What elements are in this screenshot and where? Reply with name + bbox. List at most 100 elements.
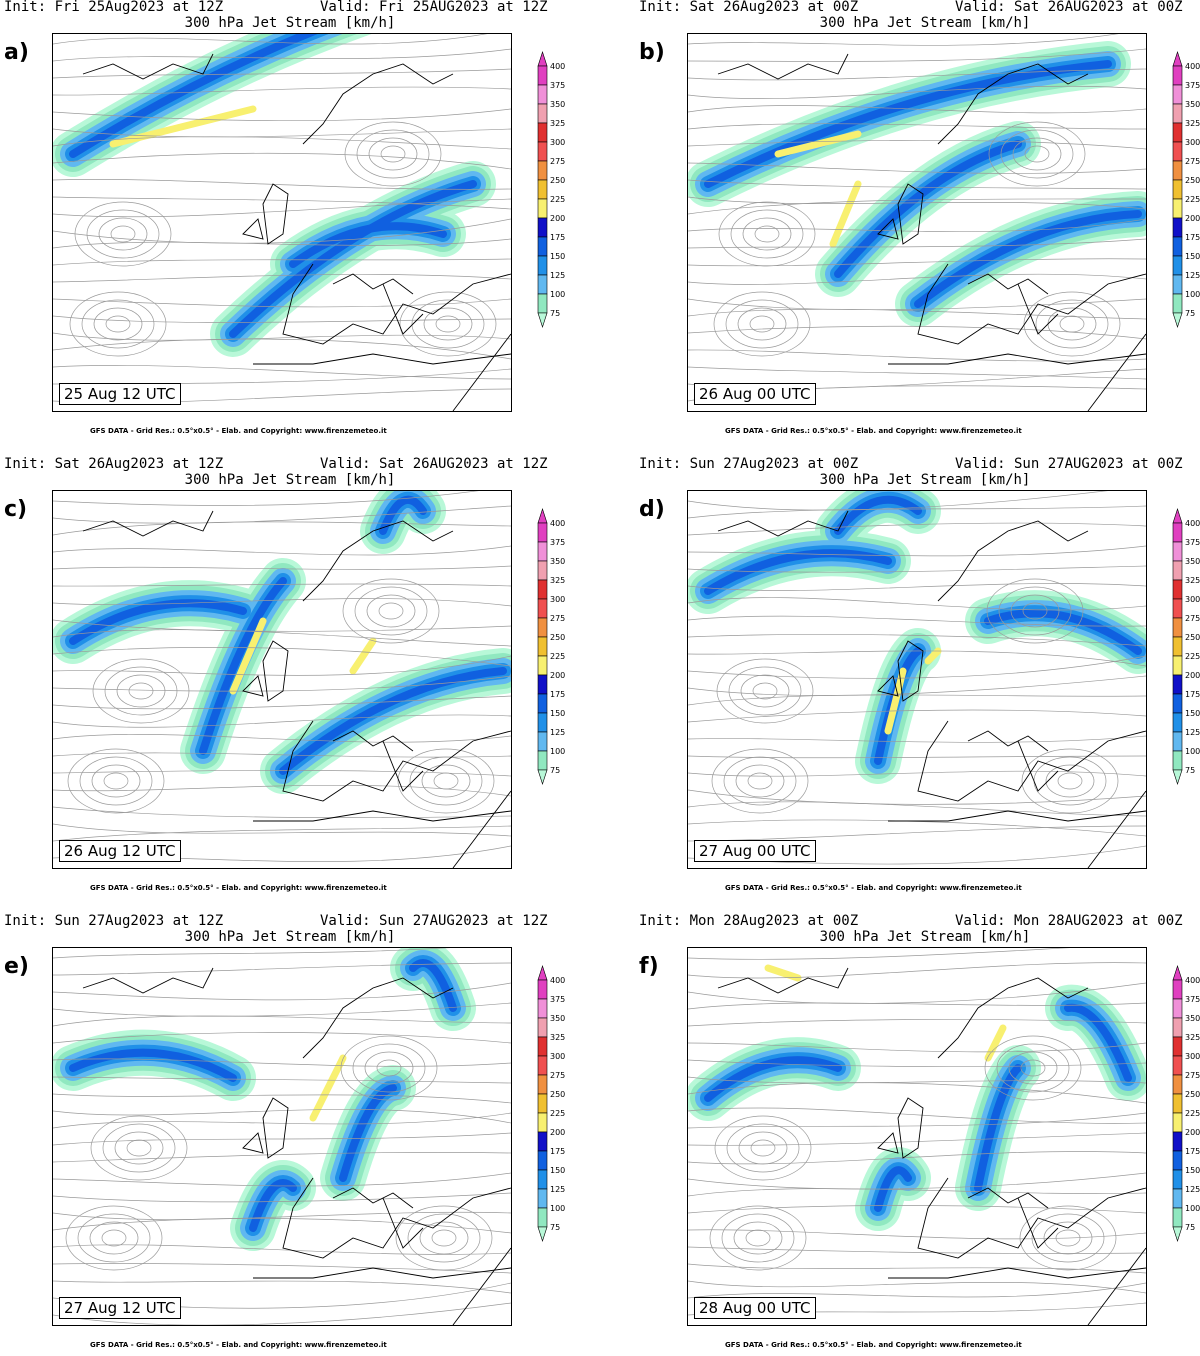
streamline	[53, 86, 511, 96]
colorbar-box	[537, 1055, 548, 1076]
colorbar: 400 375 350 325 300 275 250 225 200 175 150 125 100 7…	[1172, 965, 1200, 1242]
init-text: Init: Mon 28Aug2023 at 00Z	[639, 913, 859, 929]
colorbar-label: 375	[1185, 538, 1200, 547]
streamline	[53, 521, 511, 536]
colorbar-box	[1172, 1036, 1183, 1057]
circulation	[725, 299, 799, 349]
streamline	[53, 338, 511, 360]
streamline	[53, 196, 511, 210]
map-svg	[688, 491, 1146, 868]
colorbar-label: 400	[1185, 976, 1200, 985]
jet-core	[309, 1054, 347, 1122]
panel-title: 300 hPa Jet Stream [km/h]	[184, 15, 396, 31]
colorbar-label: 275	[1185, 157, 1200, 166]
circulation	[728, 666, 802, 716]
streamline	[688, 565, 1146, 573]
panel-title: 300 hPa Jet Stream [km/h]	[819, 15, 1031, 31]
streamline	[688, 1002, 1146, 1010]
colorbar-box	[1172, 103, 1183, 124]
colorbar-label: 125	[550, 271, 565, 280]
streamline	[53, 108, 511, 122]
colorbar-box	[1172, 750, 1183, 771]
colorbar-box	[537, 1131, 548, 1152]
jet-band	[279, 667, 507, 775]
colorbar-box	[537, 998, 548, 1019]
colorbar-box	[1172, 255, 1183, 276]
streamline	[688, 709, 1146, 723]
circulation	[102, 1123, 176, 1173]
circulation	[431, 1229, 457, 1247]
circulation	[364, 1051, 414, 1085]
coastline	[888, 1267, 1146, 1279]
colorbar-label: 100	[1185, 290, 1200, 299]
colorbar-box	[537, 693, 548, 714]
colorbar-box	[537, 236, 548, 257]
circulation	[423, 307, 473, 341]
colorbar-label: 175	[1185, 1147, 1200, 1156]
streamline	[688, 755, 1146, 759]
jet-band	[704, 549, 892, 595]
circulation	[340, 1035, 438, 1101]
streamline	[53, 1058, 511, 1067]
colorbar-label: 225	[1185, 652, 1200, 661]
coastline	[1087, 790, 1146, 868]
colorbar-label: 175	[550, 690, 565, 699]
colorbar-box	[537, 655, 548, 676]
streamline	[53, 1172, 511, 1187]
coastline	[877, 218, 899, 240]
jet-core	[229, 617, 267, 695]
colorbar-box	[537, 617, 548, 638]
map-svg	[53, 34, 511, 411]
colorbar-label: 250	[550, 1090, 565, 1099]
jet-core	[924, 647, 942, 665]
circulation	[1055, 1229, 1081, 1247]
circulation	[344, 121, 442, 187]
colorbar-label: 400	[550, 976, 565, 985]
streamline	[53, 1015, 511, 1027]
streamline	[53, 1112, 511, 1129]
circulation	[419, 1221, 469, 1255]
circulation	[996, 1043, 1070, 1093]
panel-header: Init: Sat 26Aug2023 at 12Z Valid: Sat 26…	[0, 457, 580, 532]
circulation	[754, 225, 780, 243]
streamline	[53, 179, 511, 190]
streamline	[53, 565, 511, 570]
colorbar-label: 325	[550, 1033, 565, 1042]
circulation	[1057, 772, 1083, 790]
jet-band	[69, 1048, 237, 1082]
streamline	[688, 325, 1146, 340]
colorbar-label: 150	[1185, 252, 1200, 261]
colorbar: 400 375 350 325 300 275 250 225 200 175 150 125 100 7…	[1172, 51, 1200, 328]
streamline	[688, 735, 1146, 743]
colorbar-label: 375	[550, 538, 565, 547]
streamline	[688, 105, 1146, 114]
colorbar: 400 375 350 325 300 275 250 225 200 175 150 125 100 7…	[537, 51, 565, 328]
jet-band	[69, 599, 247, 645]
colorbar-arrow-top	[1172, 508, 1183, 524]
colorbar-label: 250	[1185, 633, 1200, 642]
circulation	[714, 1115, 812, 1181]
streamline	[688, 85, 1146, 99]
colorbar-box	[1172, 1207, 1183, 1228]
jet-stream-map: 25 Aug 12 UTC	[52, 33, 512, 412]
colorbar-arrow-top	[537, 965, 548, 981]
colorbar-box	[1172, 1169, 1183, 1190]
streamline	[53, 948, 451, 959]
streamline	[53, 505, 511, 524]
streamline	[53, 258, 511, 266]
colorbar-label: 225	[1185, 1109, 1200, 1118]
coastline	[877, 1132, 899, 1154]
coastline	[917, 720, 1146, 802]
colorbar-box	[537, 1112, 548, 1133]
coastline	[242, 1132, 264, 1154]
coastline	[262, 640, 289, 702]
streamline	[53, 1109, 511, 1124]
time-stamp: 26 Aug 00 UTC	[694, 383, 816, 405]
coastline	[262, 1097, 289, 1159]
colorbar-label: 150	[550, 1166, 565, 1175]
colorbar-label: 125	[1185, 728, 1200, 737]
streamline	[688, 825, 1146, 842]
coastline	[937, 977, 1089, 1059]
colorbar-box	[1172, 160, 1183, 181]
colorbar-arrow-bottom	[1172, 769, 1183, 785]
